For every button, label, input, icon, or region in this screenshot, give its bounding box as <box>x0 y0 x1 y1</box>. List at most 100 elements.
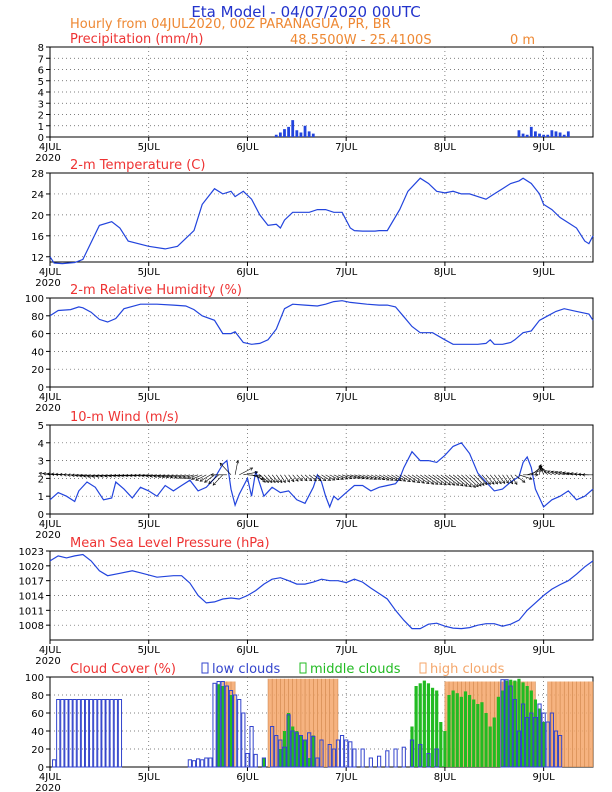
y-tick-label: 1014 <box>19 592 44 603</box>
low-cloud-bar <box>261 757 267 768</box>
low-cloud-bar <box>348 741 353 768</box>
x-tick-label: 9JUL <box>533 267 556 278</box>
wind-vector-head <box>108 474 113 478</box>
location-elevation: 0 m <box>510 33 535 48</box>
wind-vector-head <box>528 476 533 480</box>
wind-vector <box>321 474 331 481</box>
wind-vector-head <box>104 474 108 478</box>
low-cloud-bar <box>339 735 345 768</box>
middle-cloud-bar <box>262 758 266 767</box>
y-tick-label: 2 <box>38 111 44 122</box>
wind-vector <box>428 474 443 485</box>
middle-cloud-bar <box>303 740 307 767</box>
middle-cloud-bar <box>418 683 422 767</box>
wind-vector <box>539 465 541 475</box>
low-cloud-bar <box>294 732 299 768</box>
low-cloud-bar <box>533 717 538 768</box>
y-tick-label: 3 <box>38 457 44 468</box>
wind-vector <box>473 474 485 486</box>
low-cloud-bar <box>409 739 415 768</box>
wind-vector-head <box>145 474 149 478</box>
wind-vector <box>296 474 303 481</box>
wind-vector <box>271 474 279 483</box>
wind-vector-head <box>439 481 443 486</box>
wind-vector-head <box>581 473 586 477</box>
low-cloud-bar <box>187 759 192 768</box>
middle-cloud-bar <box>311 735 315 767</box>
wind-vector <box>251 474 264 480</box>
wind-vector <box>518 474 533 480</box>
wind-vector-head <box>416 479 421 483</box>
wind-vector-head <box>129 473 133 478</box>
wind-vector-head <box>50 472 55 476</box>
low-cloud-bar <box>245 753 250 768</box>
panel-title: Mean Sea Level Pressure (hPa) <box>70 536 270 551</box>
middle-cloud-bar <box>229 695 233 767</box>
precip-bar <box>303 125 307 137</box>
wind-vector-head <box>547 470 551 474</box>
middle-cloud-bar <box>467 695 472 767</box>
low-cloud-bar <box>97 699 102 768</box>
x-year-label: 2020 <box>35 530 60 541</box>
wind-vector-head <box>249 467 254 471</box>
wind-vector-head <box>390 477 394 481</box>
wind-vector-head <box>509 480 514 485</box>
wind-vector-head <box>71 473 75 477</box>
middle-cloud-bar <box>221 686 225 767</box>
low-cloud-bar <box>60 699 65 768</box>
wind-vector-head <box>67 473 71 477</box>
wind-vector <box>477 474 488 485</box>
wind-vector-head <box>541 467 545 472</box>
low-cloud-bar <box>204 757 209 768</box>
low-cloud-bar <box>80 699 86 768</box>
precip-bar <box>517 130 521 137</box>
low-cloud-bar <box>270 726 275 768</box>
x-tick-label: 8JUL <box>434 645 457 656</box>
wind-vector-head <box>501 480 506 485</box>
panel-title: 2-m Relative Humidity (%) <box>70 283 242 298</box>
plot-frame <box>49 46 594 138</box>
low-cloud-bar <box>352 748 357 768</box>
wind-vector <box>276 474 283 483</box>
wind-vector-head <box>377 476 382 480</box>
wind-vector-head <box>87 474 91 478</box>
middle-cloud-bar <box>521 682 525 767</box>
low-cloud-bar <box>212 682 217 768</box>
wind-vector <box>325 474 335 481</box>
wind-vector <box>551 471 561 476</box>
wind-vector-head <box>464 483 468 487</box>
precip-bar <box>521 133 525 137</box>
middle-cloud-bar <box>472 699 476 767</box>
middle-cloud-bar <box>459 696 463 767</box>
y-tick-label: 0 <box>38 383 44 394</box>
y-tick-label: 40 <box>31 347 44 358</box>
panel-temp: 12 16 20 24 28 4JUL 5JUL 6JUL 7JUL 8JUL 9JUL 2020 2-… <box>31 158 594 289</box>
wind-vector <box>255 474 266 483</box>
wind-vector <box>191 474 203 480</box>
wind-vector-head <box>186 475 191 480</box>
middle-cloud-bar <box>278 749 282 767</box>
low-cloud-bar <box>512 699 517 768</box>
x-year-label: 2020 <box>35 278 60 289</box>
wind-vector <box>494 474 502 484</box>
wind-vector-head <box>443 481 447 486</box>
x-tick-label: 7JUL <box>335 142 358 153</box>
wind-line <box>49 442 594 509</box>
precip-bar <box>538 133 541 137</box>
low-cloud-bar <box>89 699 94 768</box>
middle-cloud-bar <box>410 726 414 767</box>
wind-vector <box>195 474 207 481</box>
x-tick-label: 6JUL <box>236 392 259 403</box>
wind-vector <box>555 471 565 476</box>
wind-vector-head <box>210 473 214 477</box>
middle-cloud-bar <box>484 713 488 767</box>
low-cloud-bar <box>376 755 382 768</box>
wind-vector-head <box>208 480 212 485</box>
wind-vector <box>219 462 232 476</box>
panel-title: Cloud Cover (%) <box>70 662 176 677</box>
low-cloud-bar <box>224 685 229 768</box>
wind-vector-head <box>543 470 547 474</box>
wind-vector <box>350 474 361 479</box>
wind-vector <box>481 474 491 485</box>
